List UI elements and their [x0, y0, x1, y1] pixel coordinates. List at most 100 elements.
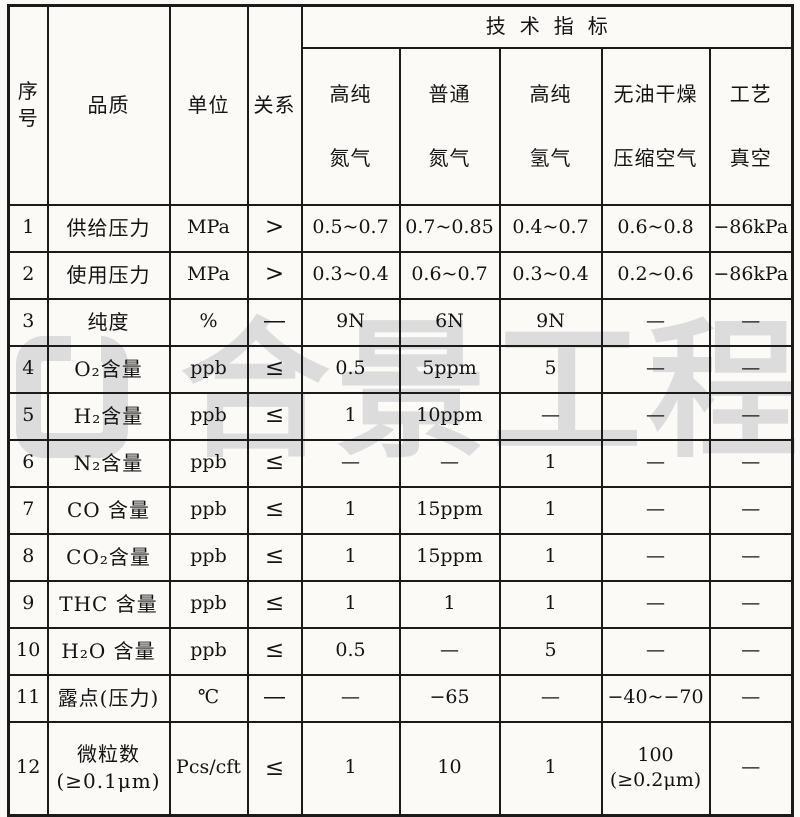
header-spec-process-vacuum: 工艺 真空 [708, 46, 794, 206]
cell-value: 1 [300, 485, 401, 535]
cell-unit: ℃ [168, 673, 249, 723]
cell-value: — [600, 344, 711, 394]
header-spec-line: 压缩空气 [613, 145, 698, 170]
header-spec-line: 高纯 [529, 81, 572, 106]
cell-value: — [498, 391, 603, 441]
table-row: 1 供给压力 MPa > 0.5~0.7 0.7~0.85 0.4~0.7 0.… [7, 203, 794, 253]
cell-value: 10ppm [398, 391, 501, 441]
cell-relation: ≤ [246, 438, 303, 488]
cell-value: 1 [300, 579, 401, 629]
cell-value: — [708, 673, 794, 723]
header-spec-line: 氮气 [329, 145, 372, 170]
header-spec-line: 真空 [729, 145, 772, 170]
cell-item: O₂含量 [46, 344, 171, 394]
cell-relation: ≤ [246, 344, 303, 394]
cell-value: 0.7~0.85 [398, 203, 501, 253]
header-spec-line: 工艺 [729, 81, 772, 106]
header-relation: 关系 [246, 4, 303, 206]
cell-unit: ppb [168, 626, 249, 676]
cell-serial: 5 [7, 391, 49, 441]
cell-value: −86kPa [708, 250, 794, 300]
cell-value: 5ppm [398, 344, 501, 394]
cell-value: 0.4~0.7 [498, 203, 603, 253]
cell-value: 1 [300, 391, 401, 441]
header-spec-line: 普通 [428, 81, 471, 106]
cell-relation: ≤ [246, 720, 303, 817]
cell-value: — [600, 626, 711, 676]
cell-serial: 1 [7, 203, 49, 253]
cell-relation: ≤ [246, 391, 303, 441]
cell-value: 1 [300, 720, 401, 817]
header-unit: 单位 [168, 4, 249, 206]
cell-relation: ≤ [246, 626, 303, 676]
cell-value: — [600, 532, 711, 582]
table-row: 7 CO 含量 ppb ≤ 1 15ppm 1 — — [7, 485, 794, 535]
cell-item: 纯度 [46, 297, 171, 347]
cell-value: 0.3~0.4 [498, 250, 603, 300]
cell-unit: ppb [168, 438, 249, 488]
table-row: 2 使用压力 MPa > 0.3~0.4 0.6~0.7 0.3~0.4 0.2… [7, 250, 794, 300]
cell-value: −65 [398, 673, 501, 723]
cell-value: — [708, 720, 794, 817]
cell-value: 1 [498, 579, 603, 629]
table-row: 4 O₂含量 ppb ≤ 0.5 5ppm 5 — — [7, 344, 794, 394]
cell-value: 1 [398, 579, 501, 629]
cell-value: −86kPa [708, 203, 794, 253]
cell-serial: 9 [7, 579, 49, 629]
cell-item: 露点(压力) [46, 673, 171, 723]
header-tech-specs: 技术指标 [300, 4, 794, 49]
cell-unit: ppb [168, 344, 249, 394]
cell-serial: 2 [7, 250, 49, 300]
cell-item: 微粒数 (≥0.1μm) [46, 720, 171, 817]
cell-value: 0.5 [300, 626, 401, 676]
cell-item: H₂含量 [46, 391, 171, 441]
cell-relation: > [246, 250, 303, 300]
cell-value: — [600, 438, 711, 488]
cell-value: 0.2~0.6 [600, 250, 711, 300]
cell-value: 1 [300, 532, 401, 582]
cell-relation: ≤ [246, 532, 303, 582]
cell-serial: 4 [7, 344, 49, 394]
cell-value: 5 [498, 344, 603, 394]
cell-serial: 7 [7, 485, 49, 535]
header-spec-hp-hydrogen: 高纯 氢气 [498, 46, 603, 206]
table-row: 8 CO₂含量 ppb ≤ 1 15ppm 1 — — [7, 532, 794, 582]
cell-item: THC 含量 [46, 579, 171, 629]
cell-value: — [600, 579, 711, 629]
gas-spec-table: 序号 品质 单位 关系 技术指标 高纯 氮气 普通 氮气 高纯 氢气 [7, 4, 794, 817]
table-row: 9 THC 含量 ppb ≤ 1 1 1 — — [7, 579, 794, 629]
cell-serial: 3 [7, 297, 49, 347]
header-quality: 品质 [46, 4, 171, 206]
cell-value: — [708, 297, 794, 347]
cell-unit: ppb [168, 579, 249, 629]
cell-value: — [708, 579, 794, 629]
cell-unit: Pcs/cft [168, 720, 249, 817]
cell-value: −40~−70 [600, 673, 711, 723]
cell-item: CO₂含量 [46, 532, 171, 582]
cell-relation: ≤ [246, 485, 303, 535]
table-row: 3 纯度 % — 9N 6N 9N — — [7, 297, 794, 347]
cell-unit: ppb [168, 532, 249, 582]
cell-value: 0.6~0.7 [398, 250, 501, 300]
cell-value: — [600, 485, 711, 535]
table-row: 6 N₂含量 ppb ≤ — — 1 — — [7, 438, 794, 488]
cell-item: N₂含量 [46, 438, 171, 488]
cell-value: 1 [498, 438, 603, 488]
cell-value: 1 [498, 532, 603, 582]
cell-item: 供给压力 [46, 203, 171, 253]
table-row: 12 微粒数 (≥0.1μm) Pcs/cft ≤ 1 10 1 100 (≥0… [7, 720, 794, 817]
cell-unit: % [168, 297, 249, 347]
cell-value: — [498, 673, 603, 723]
cell-value: 9N [300, 297, 401, 347]
cell-value: — [708, 626, 794, 676]
cell-value: 0.6~0.8 [600, 203, 711, 253]
cell-serial: 6 [7, 438, 49, 488]
cell-value: — [398, 438, 501, 488]
table-row: 5 H₂含量 ppb ≤ 1 10ppm — — — [7, 391, 794, 441]
header-spec-hp-nitrogen: 高纯 氮气 [300, 46, 401, 206]
cell-value: 1 [498, 720, 603, 817]
cell-value: — [300, 438, 401, 488]
header-spec-ordinary-nitrogen: 普通 氮气 [398, 46, 501, 206]
cell-value: 100 (≥0.2μm) [600, 720, 711, 817]
cell-value: 15ppm [398, 485, 501, 535]
